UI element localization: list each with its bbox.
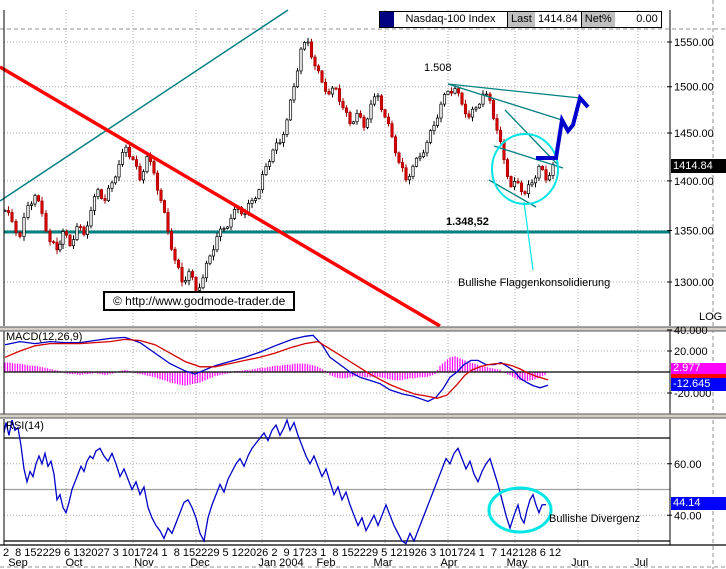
date-label: 7 <box>491 547 497 559</box>
date-label: 28 <box>524 547 536 559</box>
date-label: 15 <box>341 547 353 559</box>
macd-panel <box>4 331 670 414</box>
last-label: Last <box>507 12 535 27</box>
month-label: Feb <box>317 557 336 569</box>
date-label: 29 <box>49 547 61 559</box>
month-label: Apr <box>440 557 457 569</box>
panel-separator <box>0 414 726 418</box>
last-price-badge: 1414.84 <box>671 159 726 173</box>
date-label: 8 <box>15 547 21 559</box>
date-label: 12 <box>390 547 402 559</box>
date-label: 22 <box>195 547 207 559</box>
price-tick-label: 1400.00 <box>674 176 714 188</box>
macd-tick-label: -20.000 <box>674 388 711 400</box>
macd-value-badge: -12.645 <box>671 378 726 391</box>
date-label: 2 <box>3 547 9 559</box>
projection-arrow <box>536 93 590 160</box>
divergence-annotation: Bullishe Divergenz <box>549 513 641 525</box>
panel-separator <box>0 327 726 331</box>
macd-signal-badge <box>671 374 726 378</box>
date-label: 21 <box>512 547 524 559</box>
date-label: 24 <box>463 547 475 559</box>
macd-histogram-badge: 2.977 <box>671 363 726 374</box>
price-tick-label: 1300.00 <box>674 277 714 289</box>
last-value: 1414.84 <box>538 13 578 25</box>
date-label: 20 <box>85 547 97 559</box>
date-label: 15 <box>24 547 36 559</box>
date-label: 6 <box>540 547 546 559</box>
date-label: 26 <box>256 547 268 559</box>
rsi-tick-label: 40.00 <box>674 510 702 522</box>
date-label: 5 <box>381 547 387 559</box>
date-label: 26 <box>415 547 427 559</box>
date-label: 8 <box>332 547 338 559</box>
date-label: 1 <box>479 547 485 559</box>
date-label: 10 <box>439 547 451 559</box>
date-label: 15 <box>183 547 195 559</box>
date-label: 10 <box>122 547 134 559</box>
price-tick-label: 1350.00 <box>674 226 714 238</box>
date-label: 14 <box>500 547 512 559</box>
date-label: 1 <box>320 547 326 559</box>
price-tick-label: 1450.00 <box>674 128 714 140</box>
support-price-label: 1.348,52 <box>446 216 489 228</box>
date-label: 24 <box>146 547 158 559</box>
month-label: Dec <box>190 557 210 569</box>
quote-header-bar: Nasdaq-100 Index Last 1414.84 Net% 0.00 <box>379 11 662 28</box>
rsi-tick-label: 60.00 <box>674 459 702 471</box>
watermark-link: © http://www.godmode-trader.de <box>103 291 296 311</box>
date-label: 2 <box>271 547 277 559</box>
month-label: Mar <box>374 557 393 569</box>
date-label: 17 <box>451 547 463 559</box>
month-label: Sep <box>8 557 28 569</box>
date-label: 19 <box>402 547 414 559</box>
date-label: 29 <box>207 547 219 559</box>
price-tick-label: 1550.00 <box>674 37 714 49</box>
divergence-ellipse <box>487 486 553 534</box>
price-tick-label: 1500.00 <box>674 82 714 94</box>
rsi-panel <box>3 417 670 545</box>
date-label: 8 <box>174 547 180 559</box>
month-label: May <box>507 557 528 569</box>
date-label: 20 <box>244 547 256 559</box>
month-label: Oct <box>65 557 82 569</box>
date-label: 12 <box>549 547 561 559</box>
net-value: 0.00 <box>636 13 658 25</box>
date-label: 23 <box>305 547 317 559</box>
date-label: 9 <box>284 547 290 559</box>
month-label: Jul <box>634 557 648 569</box>
rsi-value-badge: 44.14 <box>671 497 726 510</box>
date-label: 22 <box>354 547 366 559</box>
date-label: 17 <box>134 547 146 559</box>
instrument-title: Nasdaq-100 Index <box>405 13 496 25</box>
log-scale-label: LOG <box>699 311 723 323</box>
date-label: 12 <box>232 547 244 559</box>
date-label: 27 <box>97 547 109 559</box>
date-label: 13 <box>73 547 85 559</box>
net-label: Net% <box>580 12 615 27</box>
macd-panel-label: MACD(12,26,9) <box>6 331 83 343</box>
peak-price-label: 1.508 <box>424 62 452 74</box>
month-label: Nov <box>134 557 154 569</box>
date-label: 5 <box>223 547 229 559</box>
flag-annotation: Bullishe Flaggenkonsolidierung <box>458 277 611 289</box>
macd-tick-label: 40.000 <box>674 325 708 337</box>
price-panel <box>0 9 670 328</box>
date-label: 3 <box>430 547 436 559</box>
date-label: 1 <box>162 547 168 559</box>
date-label: 22 <box>36 547 48 559</box>
rsi-panel-label: RSI(14) <box>6 420 44 432</box>
date-label: 3 <box>113 547 119 559</box>
month-label: Jun <box>571 557 589 569</box>
app-icon <box>380 12 394 27</box>
flag-ellipse <box>491 133 559 205</box>
date-label: 17 <box>293 547 305 559</box>
macd-tick-label: 20.000 <box>674 346 708 358</box>
month-label: Jan 2004 <box>258 557 303 569</box>
date-label: 6 <box>64 547 70 559</box>
date-label: 29 <box>366 547 378 559</box>
